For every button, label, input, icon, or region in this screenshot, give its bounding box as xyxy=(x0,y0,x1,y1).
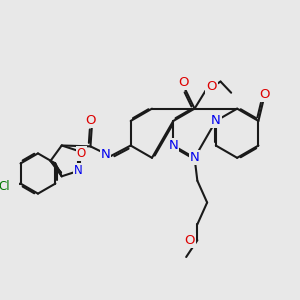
Text: O: O xyxy=(178,76,188,89)
Text: Cl: Cl xyxy=(0,180,10,193)
Text: N: N xyxy=(168,139,178,152)
Text: O: O xyxy=(206,80,217,93)
Text: N: N xyxy=(190,151,200,164)
Text: N: N xyxy=(211,114,221,128)
Text: O: O xyxy=(184,234,195,247)
Text: O: O xyxy=(76,147,86,160)
Text: O: O xyxy=(260,88,270,101)
Text: N: N xyxy=(101,148,110,161)
Text: O: O xyxy=(85,114,96,127)
Text: N: N xyxy=(74,164,83,177)
